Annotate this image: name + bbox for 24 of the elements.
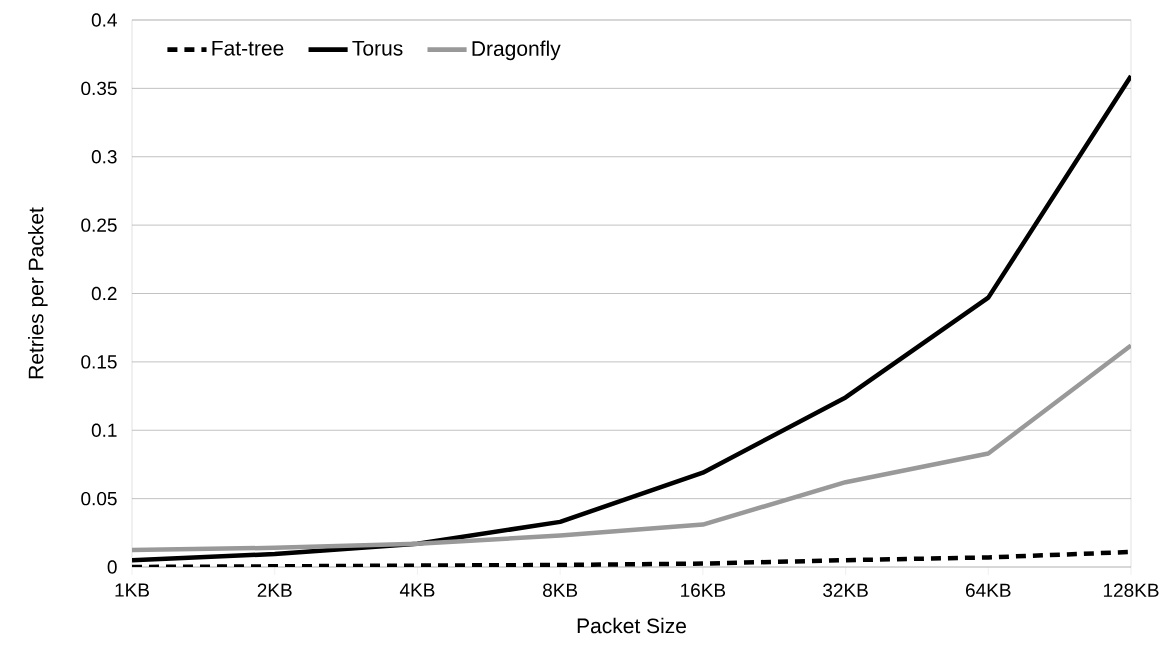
- y-tick-label: 0.05: [81, 491, 117, 506]
- x-tick-label: 1KB: [115, 583, 149, 597]
- x-tick-label: 64KB: [966, 583, 1011, 597]
- y-tick-label: 0.4: [91, 13, 117, 27]
- x-tick-label: 4KB: [399, 583, 435, 597]
- y-tick-label: 0.25: [81, 218, 117, 232]
- line-series: [132, 73, 1132, 563]
- legend-label: Dragonfly: [472, 40, 561, 61]
- y-tick-label: 0.15: [81, 355, 117, 369]
- y-axis-title: Retries per Packet: [28, 207, 48, 379]
- y-tick-label: 0.1: [91, 423, 117, 437]
- line-series: [132, 343, 1132, 553]
- x-tick-label: 16KB: [681, 583, 726, 597]
- y-tick-label: 0.2: [91, 286, 117, 301]
- y-tick-label: 0.3: [91, 150, 117, 164]
- x-tick-label: 128KB: [1103, 583, 1159, 597]
- x-axis-title: Packet Size: [577, 617, 686, 634]
- y-tick-label: 0: [107, 560, 117, 574]
- x-tick-label: 8KB: [543, 583, 578, 597]
- legend-label: Fat-tree: [212, 40, 284, 56]
- y-tick-label: 0.35: [81, 81, 117, 96]
- legend-label: Torus: [352, 40, 403, 56]
- x-tick-label: 32KB: [823, 583, 868, 597]
- x-tick-label: 2KB: [257, 583, 292, 597]
